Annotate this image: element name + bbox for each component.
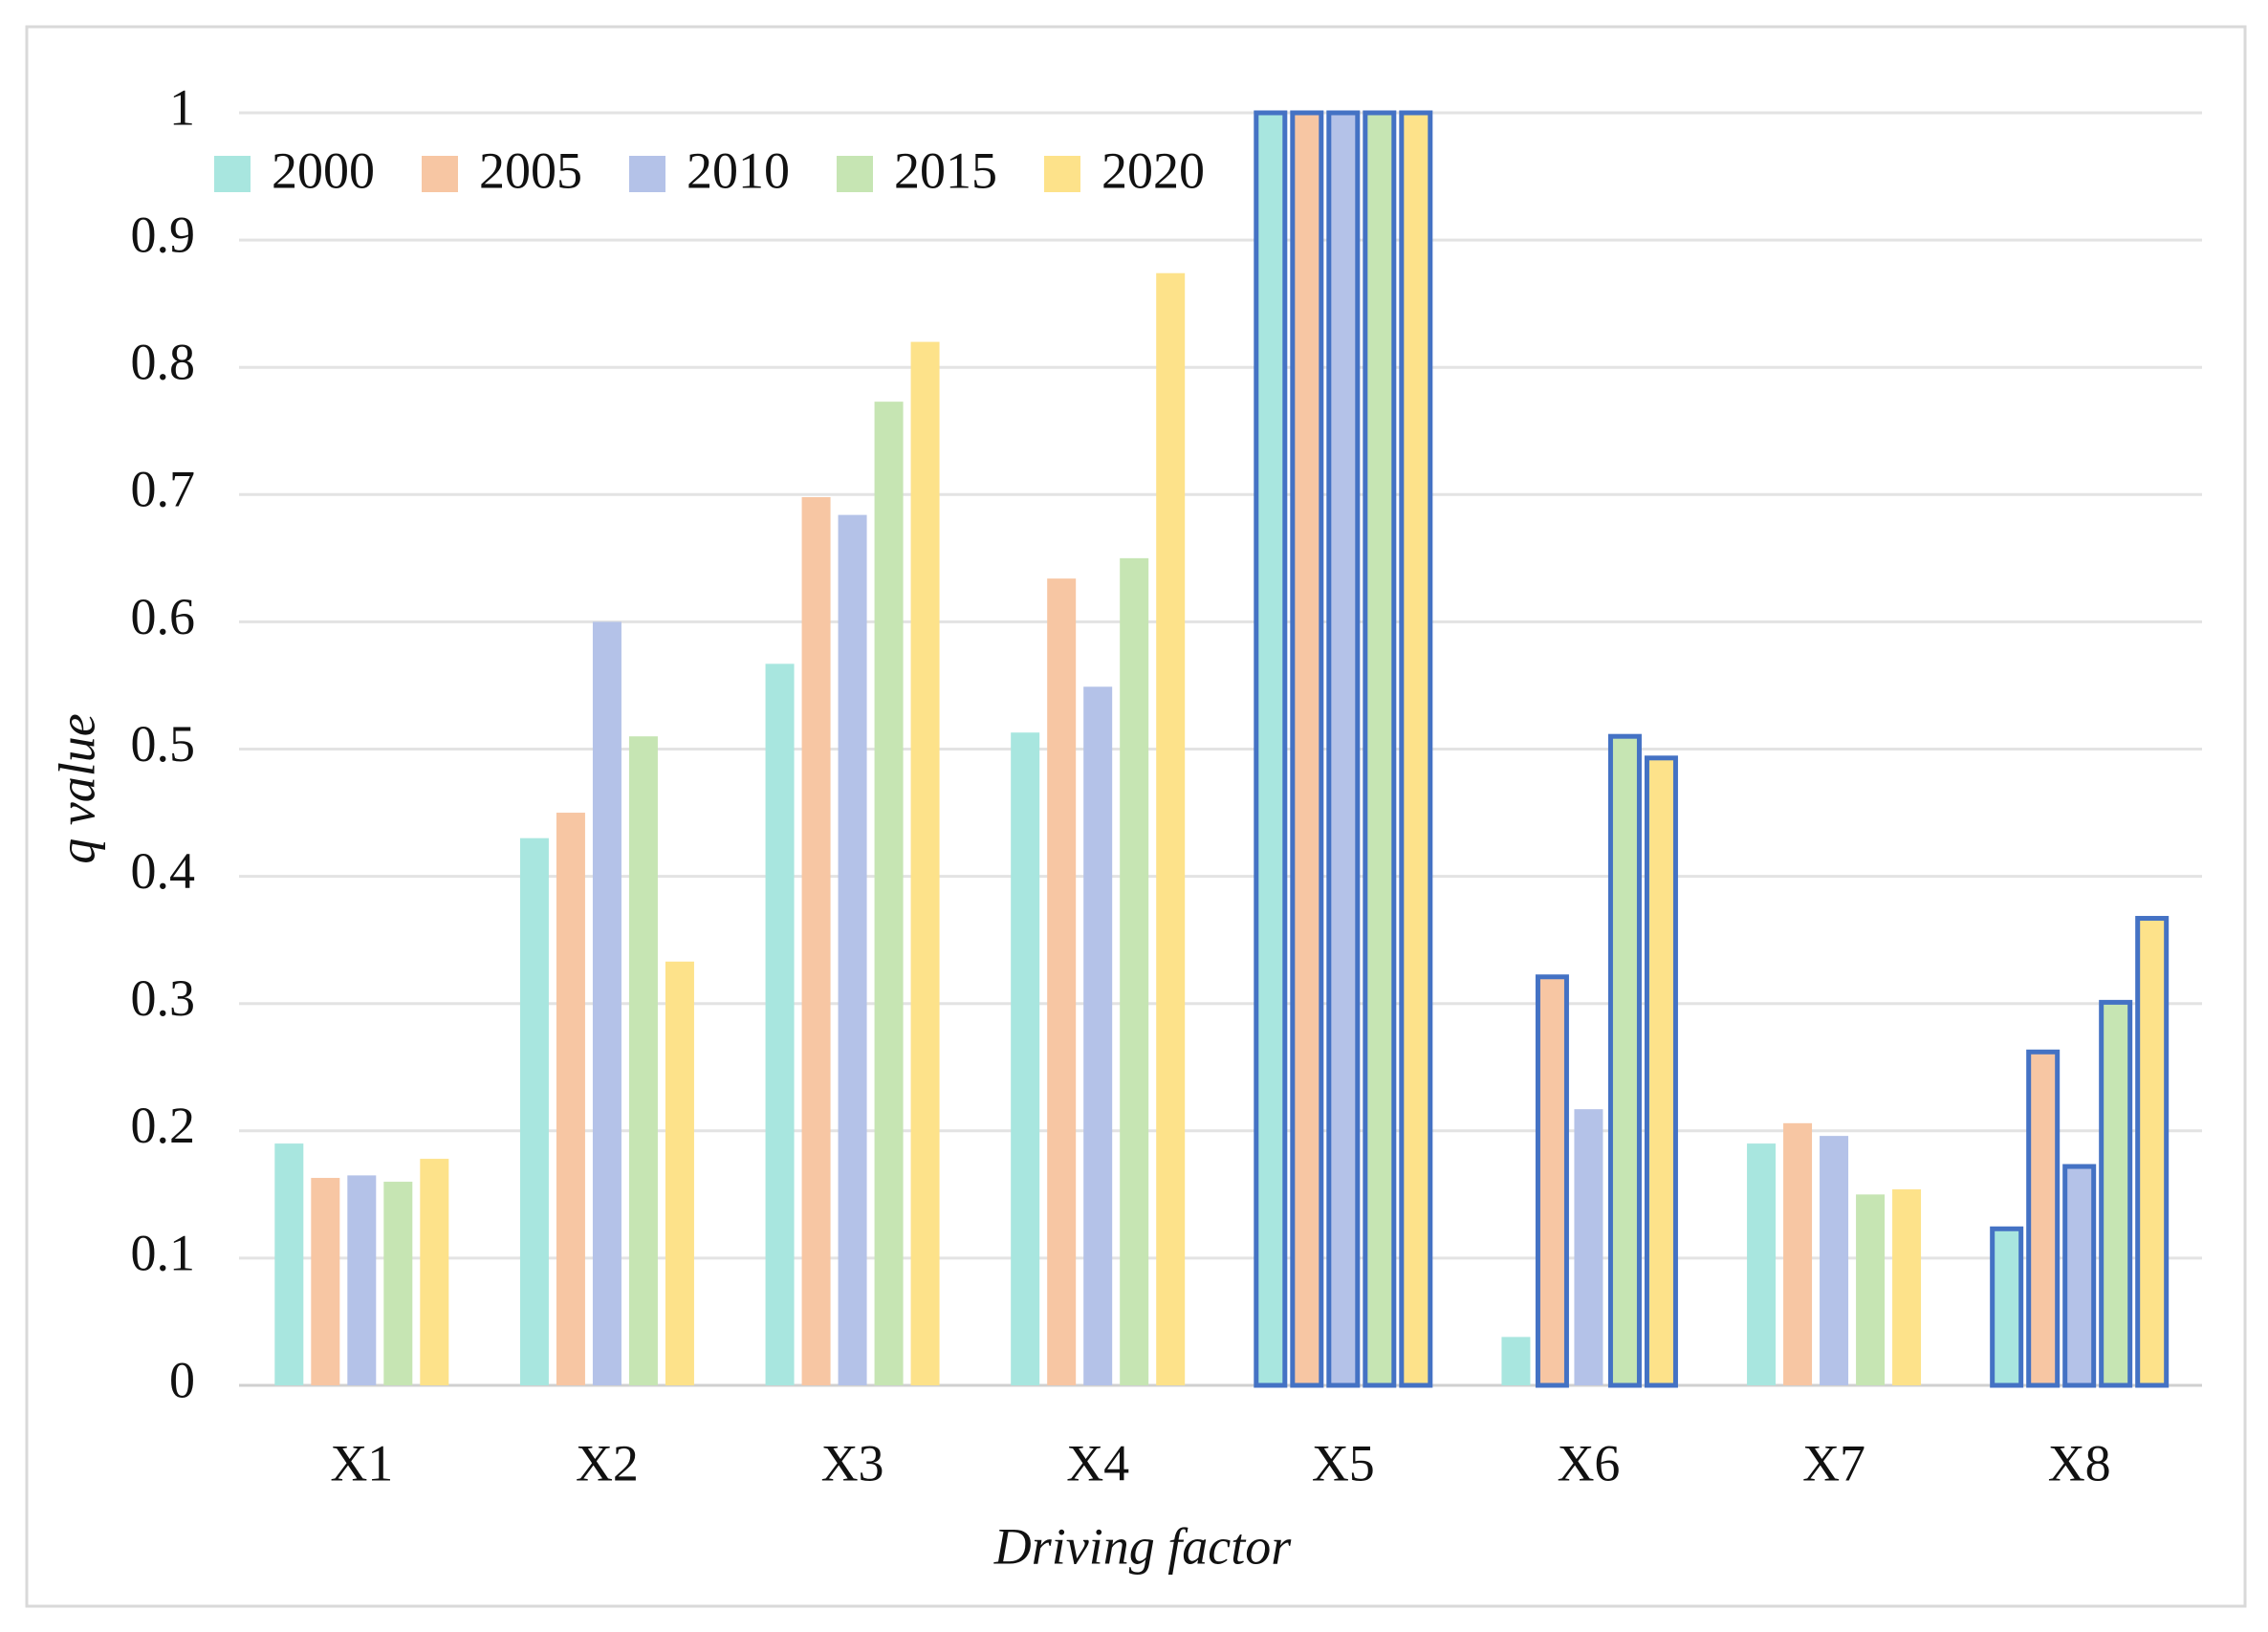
bar — [592, 621, 622, 1385]
bar — [1501, 1337, 1531, 1385]
x-tick-label: X6 — [1557, 1434, 1620, 1491]
bar — [1747, 1143, 1777, 1385]
bar — [1574, 1109, 1603, 1385]
y-tick-label: 0.8 — [131, 334, 196, 391]
legend-label: 2010 — [687, 141, 790, 199]
legend-label: 2015 — [894, 141, 997, 199]
legend-swatch — [837, 156, 873, 192]
y-tick-label: 0 — [169, 1351, 195, 1408]
bar — [2135, 916, 2170, 1388]
bar — [801, 496, 831, 1385]
bar — [1820, 1136, 1849, 1385]
legend-swatch — [214, 156, 251, 192]
bar — [347, 1175, 377, 1385]
bar — [1156, 272, 1186, 1385]
bar — [1047, 578, 1077, 1385]
bar — [838, 514, 867, 1385]
bar — [1290, 110, 1324, 1388]
bar — [1120, 557, 1149, 1385]
y-tick-label: 0.3 — [131, 969, 196, 1027]
x-tick-label: X7 — [1802, 1434, 1865, 1491]
bar — [665, 961, 694, 1385]
x-tick-label: X3 — [821, 1434, 884, 1491]
bar — [1363, 110, 1397, 1388]
bar — [1990, 1226, 2024, 1388]
bar — [2062, 1164, 2097, 1388]
bar — [420, 1159, 449, 1385]
legend-label: 2005 — [479, 141, 582, 199]
y-tick-label: 0.1 — [131, 1224, 196, 1281]
bar — [1535, 974, 1569, 1388]
x-tick-label: X8 — [2048, 1434, 2111, 1491]
y-tick-label: 0.6 — [131, 588, 196, 645]
y-tick-label: 0.2 — [131, 1097, 196, 1154]
bar — [910, 341, 940, 1386]
legend-label: 2020 — [1101, 141, 1205, 199]
bar — [1254, 110, 1288, 1388]
y-tick-label: 0.7 — [131, 461, 196, 518]
y-tick-label: 0.5 — [131, 715, 196, 772]
bar — [311, 1178, 340, 1385]
legend-swatch — [629, 156, 665, 192]
bar — [383, 1182, 413, 1385]
legend-swatch — [1044, 156, 1080, 192]
bar — [274, 1143, 304, 1385]
bar — [628, 736, 658, 1385]
x-tick-label: X2 — [576, 1434, 639, 1491]
x-tick-label: X5 — [1312, 1434, 1375, 1491]
bar — [765, 664, 795, 1385]
bar — [1607, 733, 1642, 1388]
bar — [1083, 686, 1113, 1385]
y-tick-label: 1 — [169, 78, 195, 136]
bar — [556, 813, 585, 1385]
bar — [2026, 1049, 2061, 1388]
y-axis-title: q value — [48, 713, 105, 863]
bar — [1399, 110, 1433, 1388]
bar — [1644, 755, 1678, 1388]
y-tick-label: 0.9 — [131, 206, 196, 263]
bar — [1783, 1122, 1813, 1385]
x-tick-label: X4 — [1066, 1434, 1129, 1491]
bar — [1011, 732, 1040, 1385]
bar — [1326, 110, 1361, 1388]
legend-swatch — [422, 156, 458, 192]
bar — [1856, 1194, 1886, 1385]
legend-label: 2000 — [272, 141, 375, 199]
bar — [874, 402, 904, 1386]
bar — [519, 838, 549, 1385]
bar — [2099, 999, 2133, 1388]
x-axis-title: Driving factor — [993, 1517, 1292, 1575]
x-tick-label: X1 — [330, 1434, 393, 1491]
bar — [1892, 1189, 1922, 1385]
y-tick-label: 0.4 — [131, 842, 196, 900]
